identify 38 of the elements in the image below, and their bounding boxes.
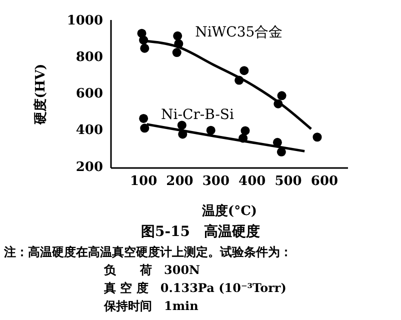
text: 真 空 度 0.133Pa (10⁻³Torr) [103,280,288,297]
y-tick-label: 400 [76,123,103,138]
point [234,76,244,85]
point [140,44,150,53]
point [139,36,148,45]
y-axis-title: 硬度(HV) [32,64,49,126]
x-tick-label: 500 [274,174,302,190]
x-tick-label: 100 [130,174,158,190]
x-tick-label: 300 [202,174,230,190]
point [206,126,216,135]
y-tick-label: 800 [76,50,103,66]
x-axis-title: 温度(°C) [200,203,258,219]
point [177,120,186,130]
point [274,99,283,108]
point [139,114,148,123]
point [240,66,249,76]
x-tick-label: 400 [238,174,266,190]
x-tick-label: 200 [166,174,194,190]
point [276,147,286,156]
text: 注：高温硬度在高温真空硬度计上测定。试验条件为： [3,244,293,261]
y-tick-label: 600 [76,86,103,102]
point [140,124,150,133]
text: 负 荷 300N [102,262,202,279]
series-label: Ni-Cr-B-Si [161,106,235,123]
point [312,132,322,142]
point [272,138,282,147]
x-tick-label: 600 [310,174,338,190]
series-label: NiWC35合金 [195,24,283,40]
text: 保持时间 1min [102,298,200,315]
text: 图5-15 高温硬度 [140,223,262,241]
point [173,31,182,40]
y-tick-label: 200 [76,160,103,175]
point [174,39,184,48]
point [240,126,250,136]
point [172,48,182,58]
y-tick-label: 1000 [66,14,103,29]
point [238,134,248,143]
point [277,91,286,100]
